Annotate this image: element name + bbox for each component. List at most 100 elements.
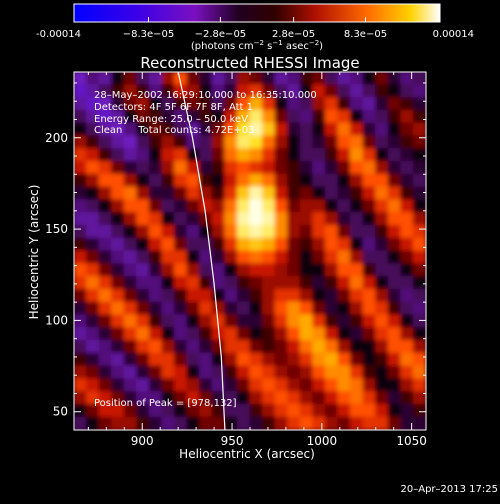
heatmap-cell (299, 122, 314, 137)
heatmap-cell (375, 416, 389, 430)
heatmap-cell (262, 122, 276, 137)
heatmap-cell (287, 237, 301, 252)
heatmap-cell (375, 263, 389, 278)
heatmap-cell (148, 340, 163, 354)
heatmap-cell (236, 378, 251, 393)
heatmap-cell (123, 122, 138, 137)
heatmap-cell (74, 224, 88, 239)
heatmap-cell (375, 212, 389, 226)
heatmap-cell (249, 237, 264, 252)
heatmap-cell (412, 250, 426, 265)
heatmap-cell (86, 276, 100, 290)
heatmap-cell (299, 237, 314, 252)
heatmap-cell (375, 301, 389, 316)
heatmap-cell (111, 224, 125, 239)
heatmap-cell (324, 199, 339, 214)
heatmap-cell (350, 122, 364, 137)
heatmap-cell (274, 237, 289, 252)
heatmap-cell (136, 391, 150, 405)
heatmap-cell (161, 250, 176, 265)
heatmap-cell (362, 84, 377, 99)
heatmap-cell (123, 288, 138, 303)
heatmap-cell (375, 173, 389, 188)
heatmap-cell (224, 122, 238, 137)
heatmap-cell (86, 340, 100, 354)
heatmap-cell (400, 314, 414, 329)
heatmap-cell (174, 186, 188, 201)
heatmap-cell (199, 250, 213, 265)
heatmap-cell (387, 340, 402, 354)
heatmap-cell (299, 403, 314, 418)
heatmap-cell (400, 327, 414, 341)
heatmap-cell (111, 148, 125, 162)
heatmap-cell (287, 314, 301, 329)
heatmap-cell (375, 109, 389, 124)
heatmap-cell (350, 148, 364, 162)
heatmap-cell (375, 97, 389, 111)
heatmap-cell (262, 199, 276, 214)
heatmap-cell (274, 212, 289, 226)
heatmap-cell (337, 391, 352, 405)
heatmap-cell (236, 403, 251, 418)
heatmap-cell (74, 301, 88, 316)
heatmap-cell (224, 97, 238, 111)
heatmap-cell (375, 161, 389, 175)
heatmap-cell (111, 97, 125, 111)
heatmap-cell (236, 224, 251, 239)
heatmap-cell (400, 403, 414, 418)
heatmap-cell (186, 352, 201, 367)
colorbar-tick-label: -0.00014 (36, 29, 81, 40)
heatmap-cell (299, 224, 314, 239)
heatmap-cell (236, 186, 251, 201)
heatmap-cell (412, 288, 426, 303)
heatmap-cell (74, 391, 88, 405)
heatmap-cell (312, 250, 326, 265)
y-tick-label: 50 (53, 405, 68, 419)
heatmap-cell (375, 148, 389, 162)
heatmap-cell (186, 186, 201, 201)
heatmap-cell (287, 327, 301, 341)
heatmap-cell (148, 365, 163, 380)
heatmap-cell (123, 391, 138, 405)
heatmap-cell (161, 365, 176, 380)
heatmap-cell (249, 288, 264, 303)
heatmap-cell (123, 276, 138, 290)
heatmap-cell (400, 84, 414, 99)
heatmap-cell (387, 391, 402, 405)
heatmap-cell (387, 148, 402, 162)
heatmap-cell (400, 340, 414, 354)
heatmap-cell (199, 314, 213, 329)
x-tick-label: 950 (221, 434, 244, 448)
heatmap-cell (86, 84, 100, 99)
heatmap-cell (350, 288, 364, 303)
heatmap-cell (136, 352, 150, 367)
heatmap-cell (262, 288, 276, 303)
heatmap-cell (249, 72, 264, 86)
heatmap-cell (274, 301, 289, 316)
heatmap-cell (111, 212, 125, 226)
heatmap-cell (74, 84, 88, 99)
heatmap-cell (98, 148, 113, 162)
heatmap-cell (350, 212, 364, 226)
heatmap-cell (174, 391, 188, 405)
heatmap-cell (262, 340, 276, 354)
heatmap-cell (249, 173, 264, 188)
heatmap-cell (299, 327, 314, 341)
heatmap-cell (312, 161, 326, 175)
heatmap-cell (362, 161, 377, 175)
x-tick-label: 1000 (307, 434, 338, 448)
heatmap-cell (74, 250, 88, 265)
heatmap-cell (86, 199, 100, 214)
heatmap-cell (350, 352, 364, 367)
heatmap-cell (362, 122, 377, 137)
heatmap-cell (224, 212, 238, 226)
heatmap-cell (412, 122, 426, 137)
heatmap-cell (236, 340, 251, 354)
heatmap-cell (312, 97, 326, 111)
heatmap-cell (148, 327, 163, 341)
heatmap-cell (86, 135, 100, 150)
heatmap-cell (136, 97, 150, 111)
heatmap-cell (412, 340, 426, 354)
heatmap-cell (262, 97, 276, 111)
heatmap-cell (287, 122, 301, 137)
